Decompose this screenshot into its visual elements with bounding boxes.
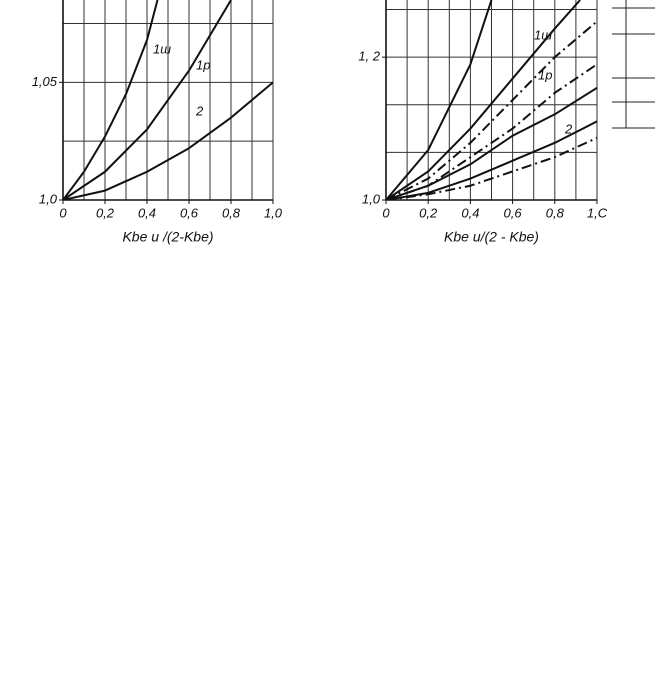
annotation: 1ш [534, 27, 552, 42]
curve [63, 81, 273, 200]
y-tick-label: 1,05 [32, 74, 58, 89]
curve [386, 87, 597, 200]
x-tick-label: 1,0 [264, 205, 283, 220]
x-tick-label: 0,6 [180, 205, 199, 220]
chart: 0 0,2 0,4 0,6 0,8 1,C 1,0 1, 2 Kbe u/(2 - Kbe) [358, 0, 608, 245]
curve [386, 0, 493, 200]
x-tick-label: 0,4 [138, 205, 156, 220]
annotation: 2 [564, 121, 573, 136]
x-axis-label: Kbe u/(2 - Kbe) [444, 229, 539, 245]
table-fragment [612, 0, 655, 129]
curve [63, 0, 159, 200]
x-tick-label: 0,2 [419, 205, 438, 220]
curve [63, 0, 232, 200]
x-tick-label: 0,4 [461, 205, 479, 220]
x-tick-label: 0 [59, 205, 67, 220]
curve [386, 120, 597, 200]
curve [386, 63, 597, 200]
x-tick-label: 0,2 [96, 205, 115, 220]
y-tick-label: 1, 2 [358, 49, 380, 64]
annotation: 2 [195, 103, 204, 118]
annotation: 1p [196, 57, 210, 72]
y-tick-label: 1,0 [362, 191, 381, 206]
curve [386, 0, 581, 200]
x-tick-label: 0,8 [546, 205, 565, 220]
annotation: 1p [538, 67, 552, 82]
curve [386, 136, 597, 200]
x-axis-label: Kbe u /(2-Kbe) [122, 229, 213, 245]
x-tick-label: 1,C [587, 205, 608, 220]
x-tick-label: 0,8 [222, 205, 241, 220]
y-tick-label: 1,0 [39, 191, 58, 206]
annotation: 1ш [153, 41, 171, 56]
x-tick-label: 0,6 [504, 205, 523, 220]
x-tick-label: 0 [382, 205, 390, 220]
chart: 0 0,2 0,4 0,6 0,8 1,0 1,0 1,05 Kbe u /(2-Kbe) [32, 0, 283, 245]
